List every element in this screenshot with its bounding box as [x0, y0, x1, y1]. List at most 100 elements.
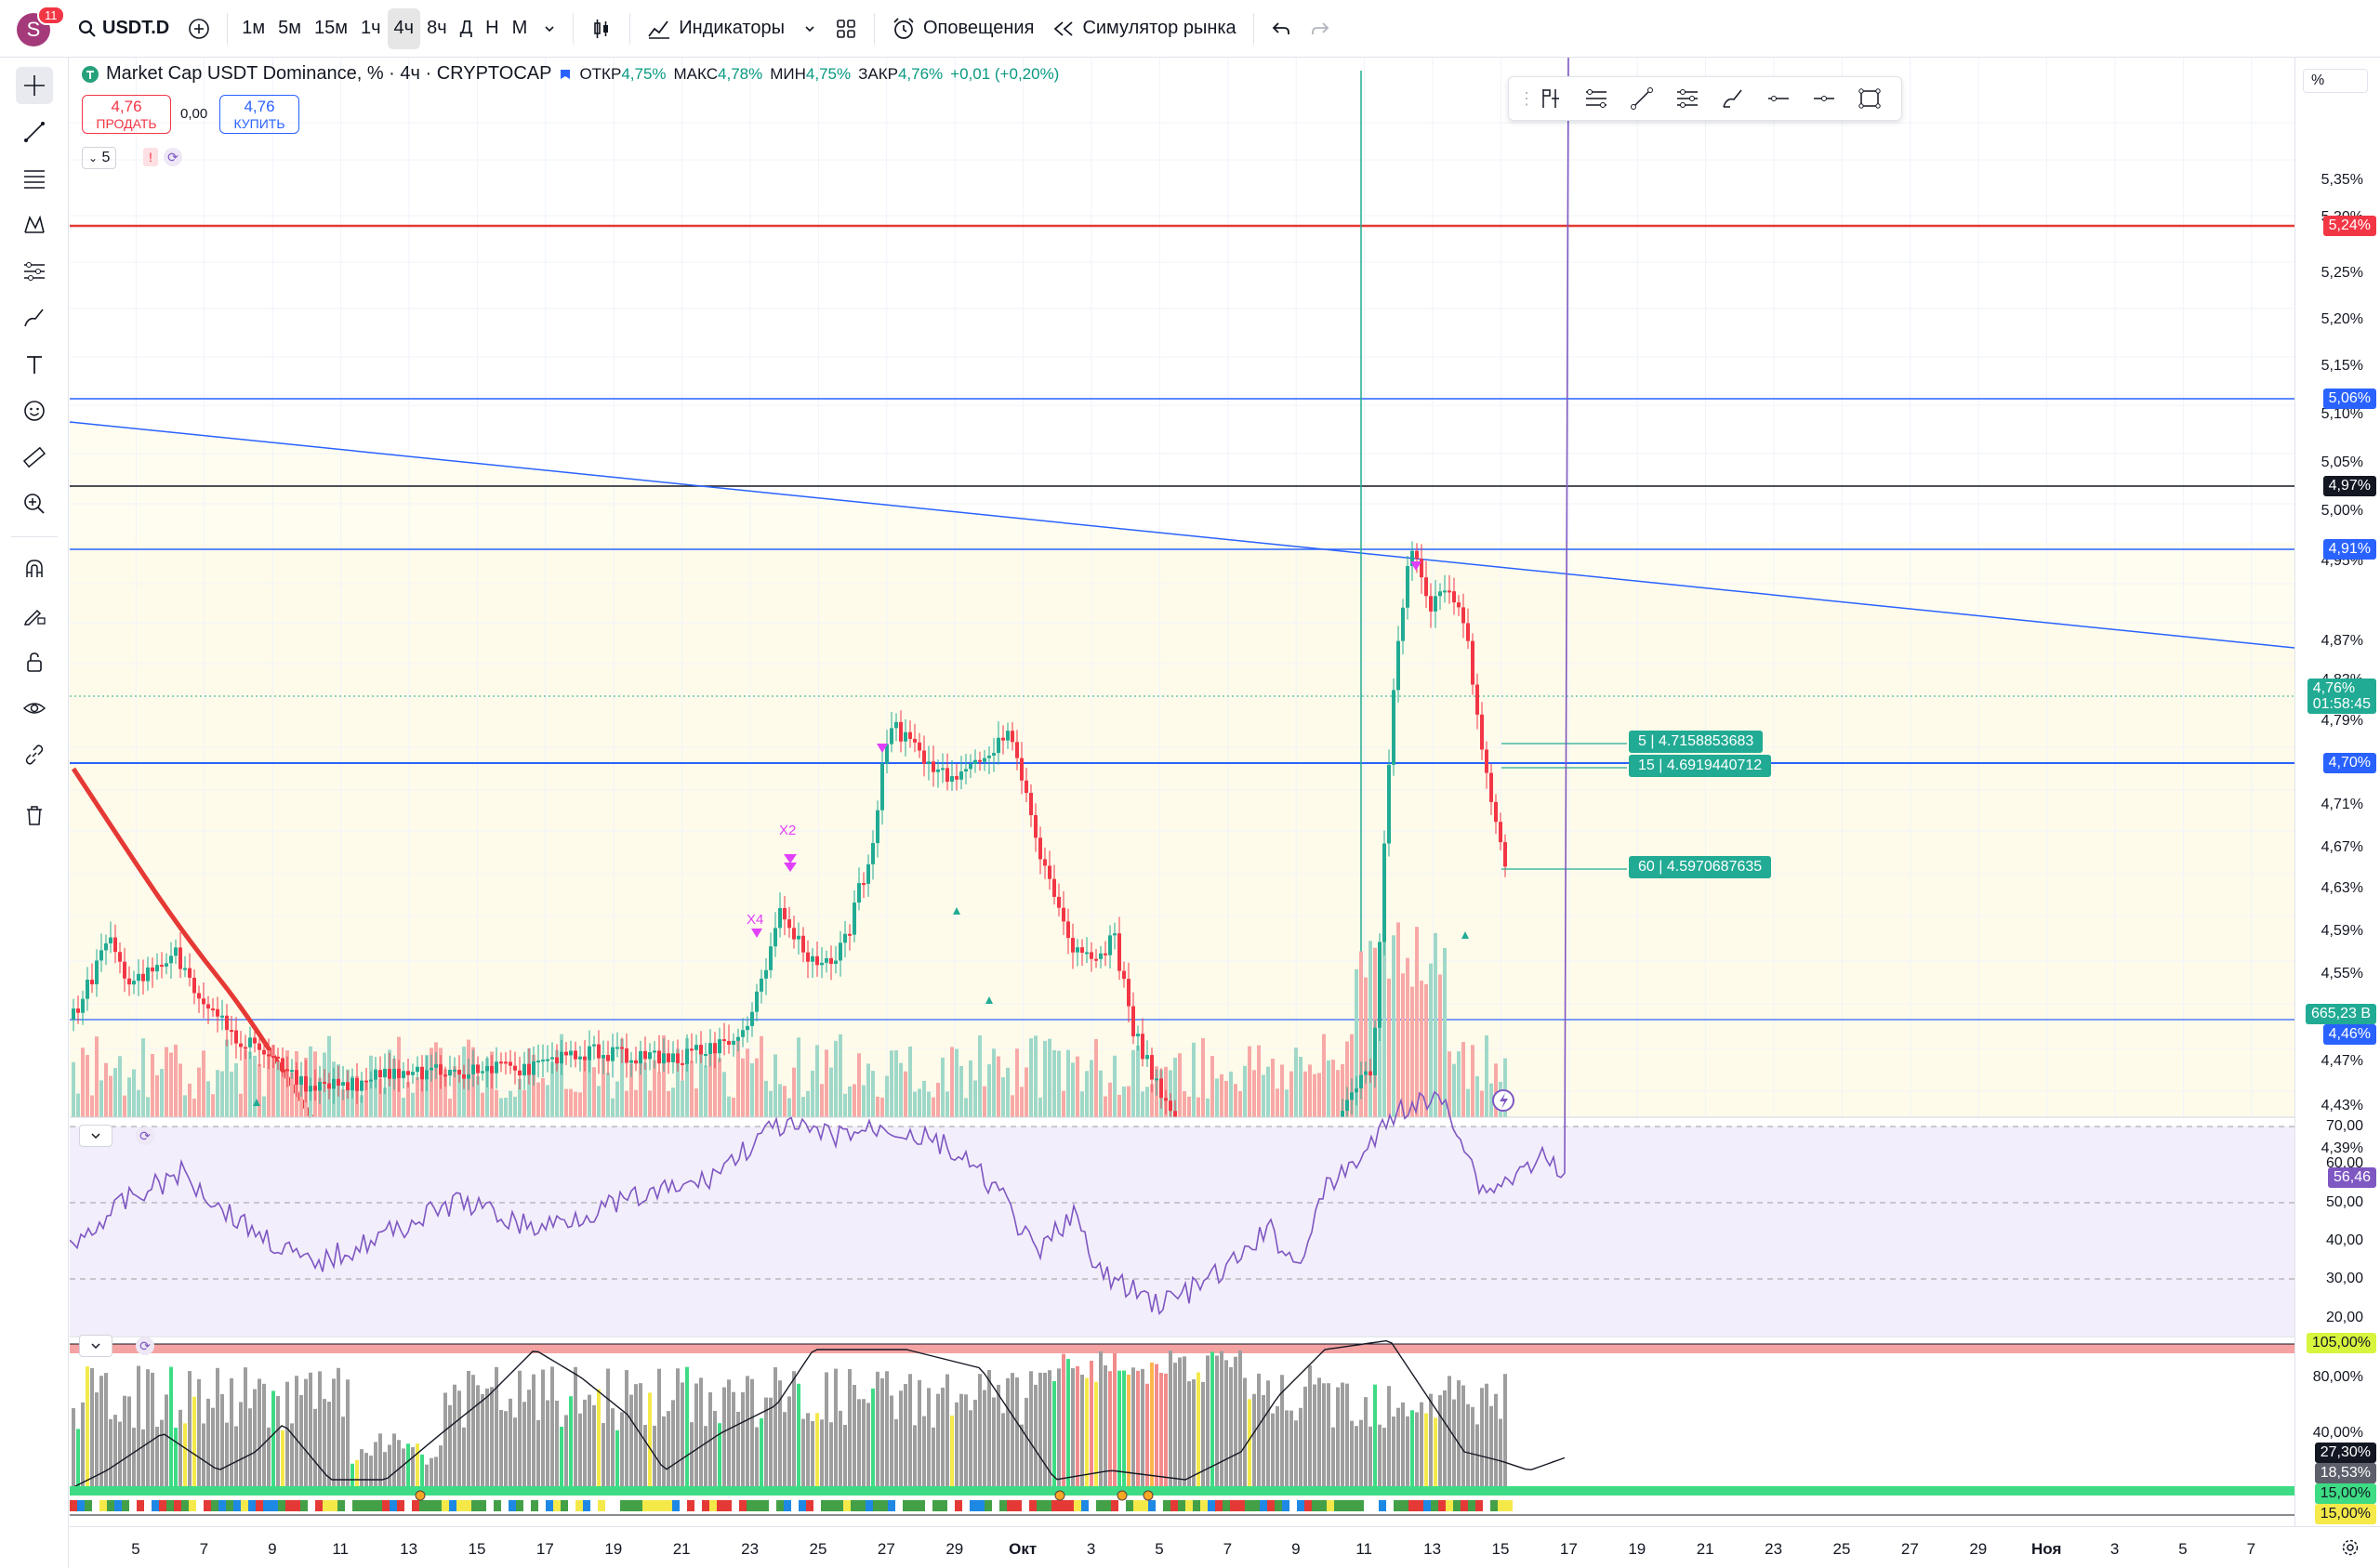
symbol-search-button[interactable]: USDT.D: [69, 8, 178, 49]
remove-drawings-tool[interactable]: [16, 797, 53, 834]
long-position-tool[interactable]: [1527, 80, 1573, 117]
volume-bar: [1285, 1089, 1289, 1117]
volume-bar: [1322, 1034, 1326, 1117]
event-marker[interactable]: [1143, 1490, 1154, 1501]
layout-templates-button[interactable]: [826, 8, 866, 49]
red-trend-curve[interactable]: [71, 767, 314, 1119]
drawing-mode-tool[interactable]: [16, 597, 53, 634]
volume-bar: [853, 1084, 856, 1117]
brush-draw-tool[interactable]: [1710, 80, 1755, 117]
strip-segment: [1237, 1500, 1245, 1511]
oscillator-bar: [211, 1407, 215, 1486]
lock-drawings-tool[interactable]: [16, 643, 53, 680]
forecast-tool[interactable]: [16, 253, 53, 290]
descending-trendline[interactable]: [70, 421, 2294, 649]
divider: [11, 536, 58, 537]
symbol-title[interactable]: Market Cap USDT Dominance, % · 4ч · CRYP…: [106, 63, 552, 84]
oscillator-bar: [1206, 1355, 1210, 1486]
oscillator-pane-collapse[interactable]: [79, 1335, 112, 1357]
refresh-icon[interactable]: ⟳: [136, 1337, 154, 1355]
hide-drawings-tool[interactable]: [16, 690, 53, 727]
oscillator-bar: [160, 1419, 164, 1486]
horizontal-ray-tool[interactable]: [1573, 80, 1619, 117]
refresh-icon[interactable]: ⟳: [164, 148, 182, 166]
strip-segment: [1394, 1500, 1401, 1511]
timeframe-2[interactable]: 15м: [313, 18, 348, 38]
rectangle-tool[interactable]: [1846, 80, 1892, 117]
indicators-button[interactable]: Индикаторы: [638, 8, 794, 49]
strip-segment: [1260, 1500, 1267, 1511]
timeframe-6[interactable]: Д: [459, 18, 473, 38]
price-axis[interactable]: % 5,35%5,30%5,25%5,20%5,15%5,10%5,05%5,0…: [2294, 58, 2380, 1526]
timeframe-7[interactable]: Н: [485, 18, 499, 38]
candle-body: [602, 1055, 605, 1059]
candle-body: [1113, 933, 1117, 936]
fib-tool[interactable]: [16, 160, 53, 197]
oscillator-bar: [602, 1423, 605, 1486]
timeframe-1[interactable]: 5м: [278, 18, 301, 38]
horizontal-line-tool[interactable]: [1801, 80, 1846, 117]
timeframe-4[interactable]: 4ч: [387, 7, 421, 49]
timeframe-dropdown[interactable]: [534, 8, 565, 49]
candle-body: [364, 1080, 368, 1083]
event-marker[interactable]: [415, 1490, 426, 1501]
oscillator-bar: [1252, 1393, 1256, 1486]
brush-tool[interactable]: [16, 299, 53, 336]
replay-button[interactable]: Симулятор рынка: [1043, 8, 1245, 49]
zoom-tool[interactable]: [16, 485, 53, 522]
order-label-60[interactable]: 60 | 4.5970687635: [1629, 856, 1772, 878]
candle-body: [99, 950, 103, 961]
text-tool[interactable]: [16, 346, 53, 383]
emoji-tool[interactable]: [16, 392, 53, 429]
candle-body: [1355, 1088, 1358, 1093]
event-marker[interactable]: [1054, 1490, 1065, 1501]
error-icon[interactable]: !: [143, 148, 158, 166]
chart-canvas[interactable]: X2 X4: [70, 58, 2294, 1526]
drag-handle-icon[interactable]: ⋮: [1518, 88, 1535, 108]
oscillator-bar: [578, 1413, 582, 1486]
volume-bar: [211, 1094, 215, 1117]
timeframe-0[interactable]: 1м: [242, 18, 266, 38]
candle-body: [1438, 591, 1442, 597]
buy-button[interactable]: 4,76 КУПИТЬ: [219, 95, 299, 134]
indicators-toggle[interactable]: ⌄ 5: [82, 147, 117, 169]
ray-tool[interactable]: [1755, 80, 1801, 117]
trend-line-tool[interactable]: [16, 113, 53, 151]
chart-area[interactable]: X2 X4: [70, 58, 2294, 1526]
redo-button[interactable]: [1301, 8, 1340, 49]
rsi-pane-collapse[interactable]: [79, 1125, 112, 1147]
trendline-tool[interactable]: [1619, 80, 1664, 117]
timeframe-3[interactable]: 1ч: [360, 18, 381, 38]
time-axis[interactable]: 5 7 9 11 13 15 17 19 21 23 25 27 29 Окт 3 5 7 9 11 13 15 17 19…: [70, 1526, 2380, 1568]
candle-body: [1434, 596, 1437, 612]
magnet-tool[interactable]: [16, 550, 53, 587]
ruler-tool[interactable]: [16, 439, 53, 476]
timeframe-8[interactable]: М: [511, 18, 528, 38]
order-label-15[interactable]: 15 | 4.6919440712: [1629, 755, 1772, 777]
alerts-button[interactable]: Оповещения: [882, 8, 1043, 49]
rectangle-icon: [1858, 88, 1881, 109]
alerts-label: Оповещения: [923, 18, 1035, 38]
refresh-icon[interactable]: ⟳: [136, 1127, 154, 1145]
pattern-tool[interactable]: [16, 206, 53, 244]
volume-bar: [1475, 1075, 1479, 1117]
undo-button[interactable]: [1262, 8, 1301, 49]
indicators-dropdown[interactable]: [794, 8, 826, 49]
event-marker[interactable]: [1117, 1490, 1128, 1501]
oscillator-bar: [1094, 1381, 1098, 1486]
chart-type-button[interactable]: [581, 8, 622, 49]
candle-body: [801, 935, 805, 953]
timeframe-5[interactable]: 8ч: [427, 18, 447, 38]
crosshair-tool[interactable]: [16, 67, 53, 104]
candle-body: [1345, 1100, 1349, 1112]
channel-tool[interactable]: [1664, 80, 1710, 117]
compare-symbol-button[interactable]: [178, 8, 219, 49]
sell-button[interactable]: 4,76 ПРОДАТЬ: [82, 95, 171, 134]
order-label-5[interactable]: 5 | 4.7158853683: [1629, 731, 1764, 753]
scale-unit-button[interactable]: %: [2303, 69, 2368, 93]
sync-drawings-tool[interactable]: [16, 736, 53, 773]
volume-bar: [662, 1034, 666, 1117]
volume-bar: [267, 1050, 271, 1117]
settings-icon[interactable]: [2341, 1538, 2360, 1561]
volume-bar: [1080, 1091, 1084, 1117]
